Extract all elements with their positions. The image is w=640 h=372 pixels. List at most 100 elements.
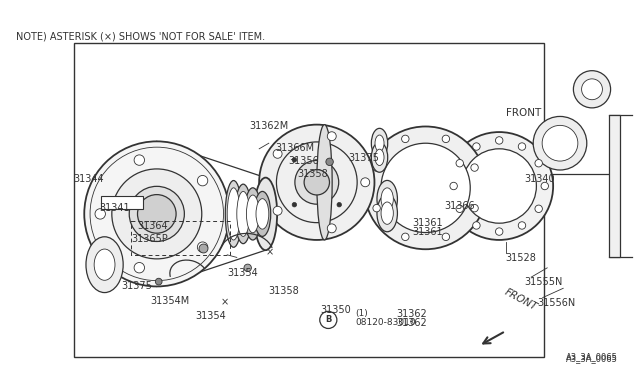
Circle shape bbox=[518, 143, 525, 150]
Circle shape bbox=[326, 158, 333, 166]
Circle shape bbox=[462, 149, 536, 223]
Ellipse shape bbox=[377, 180, 397, 218]
Circle shape bbox=[112, 169, 202, 259]
Text: 31366: 31366 bbox=[445, 201, 476, 211]
Text: 31356: 31356 bbox=[288, 156, 319, 166]
Circle shape bbox=[495, 228, 503, 235]
Circle shape bbox=[273, 149, 282, 158]
Bar bbox=[101, 196, 143, 209]
Text: A3_3A_0065: A3_3A_0065 bbox=[566, 354, 618, 363]
Text: (1): (1) bbox=[355, 309, 368, 318]
Circle shape bbox=[473, 222, 480, 229]
Circle shape bbox=[134, 263, 145, 273]
Circle shape bbox=[473, 143, 480, 150]
Text: 08120-83010: 08120-83010 bbox=[355, 318, 416, 327]
Circle shape bbox=[95, 209, 106, 219]
Circle shape bbox=[442, 233, 450, 241]
Ellipse shape bbox=[244, 188, 261, 240]
Bar bbox=[131, 221, 230, 255]
Circle shape bbox=[518, 222, 525, 229]
Circle shape bbox=[134, 155, 145, 165]
Circle shape bbox=[450, 182, 458, 190]
Circle shape bbox=[292, 158, 296, 162]
Text: ×: × bbox=[221, 298, 229, 308]
Bar bbox=[74, 43, 544, 357]
Circle shape bbox=[471, 164, 478, 171]
Text: 31354: 31354 bbox=[227, 268, 258, 278]
Text: 31340: 31340 bbox=[525, 174, 556, 184]
Circle shape bbox=[304, 170, 330, 195]
Text: 31358: 31358 bbox=[269, 286, 300, 296]
Text: 31365P: 31365P bbox=[131, 234, 168, 244]
Circle shape bbox=[361, 178, 370, 187]
Circle shape bbox=[471, 205, 478, 212]
Circle shape bbox=[259, 125, 374, 240]
Circle shape bbox=[199, 244, 208, 253]
Bar bbox=[609, 115, 620, 257]
Text: 31528: 31528 bbox=[506, 253, 536, 263]
Text: 31362M: 31362M bbox=[250, 121, 289, 131]
Text: NOTE) ASTERISK (×) SHOWS 'NOT FOR SALE' ITEM.: NOTE) ASTERISK (×) SHOWS 'NOT FOR SALE' … bbox=[16, 32, 265, 42]
Ellipse shape bbox=[246, 195, 259, 233]
Circle shape bbox=[533, 116, 587, 170]
Circle shape bbox=[197, 176, 208, 186]
Text: 31366M: 31366M bbox=[275, 143, 314, 153]
Text: ×: × bbox=[266, 247, 274, 257]
Circle shape bbox=[582, 79, 602, 100]
Circle shape bbox=[364, 126, 487, 249]
Circle shape bbox=[292, 202, 296, 207]
Text: 31362: 31362 bbox=[397, 318, 428, 328]
Circle shape bbox=[327, 224, 336, 233]
Text: 31341: 31341 bbox=[99, 203, 130, 213]
Ellipse shape bbox=[237, 192, 250, 236]
Ellipse shape bbox=[86, 237, 123, 292]
Ellipse shape bbox=[225, 180, 242, 247]
Text: 31364: 31364 bbox=[138, 221, 168, 231]
Circle shape bbox=[320, 311, 337, 328]
Circle shape bbox=[495, 137, 503, 144]
Ellipse shape bbox=[317, 125, 332, 240]
Circle shape bbox=[138, 195, 176, 233]
Text: B: B bbox=[325, 315, 332, 324]
Circle shape bbox=[442, 135, 450, 142]
Text: 31361: 31361 bbox=[413, 227, 444, 237]
Ellipse shape bbox=[381, 188, 394, 210]
Circle shape bbox=[541, 182, 548, 190]
Ellipse shape bbox=[371, 142, 388, 172]
Circle shape bbox=[84, 141, 229, 286]
Ellipse shape bbox=[227, 188, 240, 240]
Text: FRONT: FRONT bbox=[502, 287, 538, 312]
Ellipse shape bbox=[256, 199, 269, 229]
Circle shape bbox=[401, 135, 409, 142]
Ellipse shape bbox=[381, 202, 394, 224]
Circle shape bbox=[401, 233, 409, 241]
Circle shape bbox=[573, 71, 611, 108]
Circle shape bbox=[456, 205, 463, 212]
Circle shape bbox=[535, 160, 542, 167]
Text: 31344: 31344 bbox=[74, 174, 104, 184]
Ellipse shape bbox=[254, 177, 277, 250]
Text: 31350: 31350 bbox=[320, 305, 351, 315]
Circle shape bbox=[129, 186, 184, 241]
Ellipse shape bbox=[375, 149, 384, 166]
Text: 31354M: 31354M bbox=[150, 296, 189, 306]
Circle shape bbox=[535, 205, 542, 212]
Circle shape bbox=[373, 164, 380, 171]
Text: 31555N: 31555N bbox=[525, 277, 563, 287]
Ellipse shape bbox=[371, 128, 388, 158]
Ellipse shape bbox=[377, 195, 397, 232]
Text: 31361: 31361 bbox=[413, 218, 444, 228]
Circle shape bbox=[373, 205, 380, 212]
Ellipse shape bbox=[254, 192, 271, 236]
Circle shape bbox=[381, 143, 470, 232]
Circle shape bbox=[542, 125, 578, 161]
Text: 31375: 31375 bbox=[349, 153, 380, 163]
Text: FRONT: FRONT bbox=[506, 108, 541, 118]
Ellipse shape bbox=[375, 135, 384, 151]
Circle shape bbox=[273, 206, 282, 215]
Circle shape bbox=[445, 132, 553, 240]
Text: 31354: 31354 bbox=[195, 311, 226, 321]
Ellipse shape bbox=[94, 249, 115, 280]
Circle shape bbox=[456, 160, 463, 167]
Circle shape bbox=[197, 242, 208, 252]
